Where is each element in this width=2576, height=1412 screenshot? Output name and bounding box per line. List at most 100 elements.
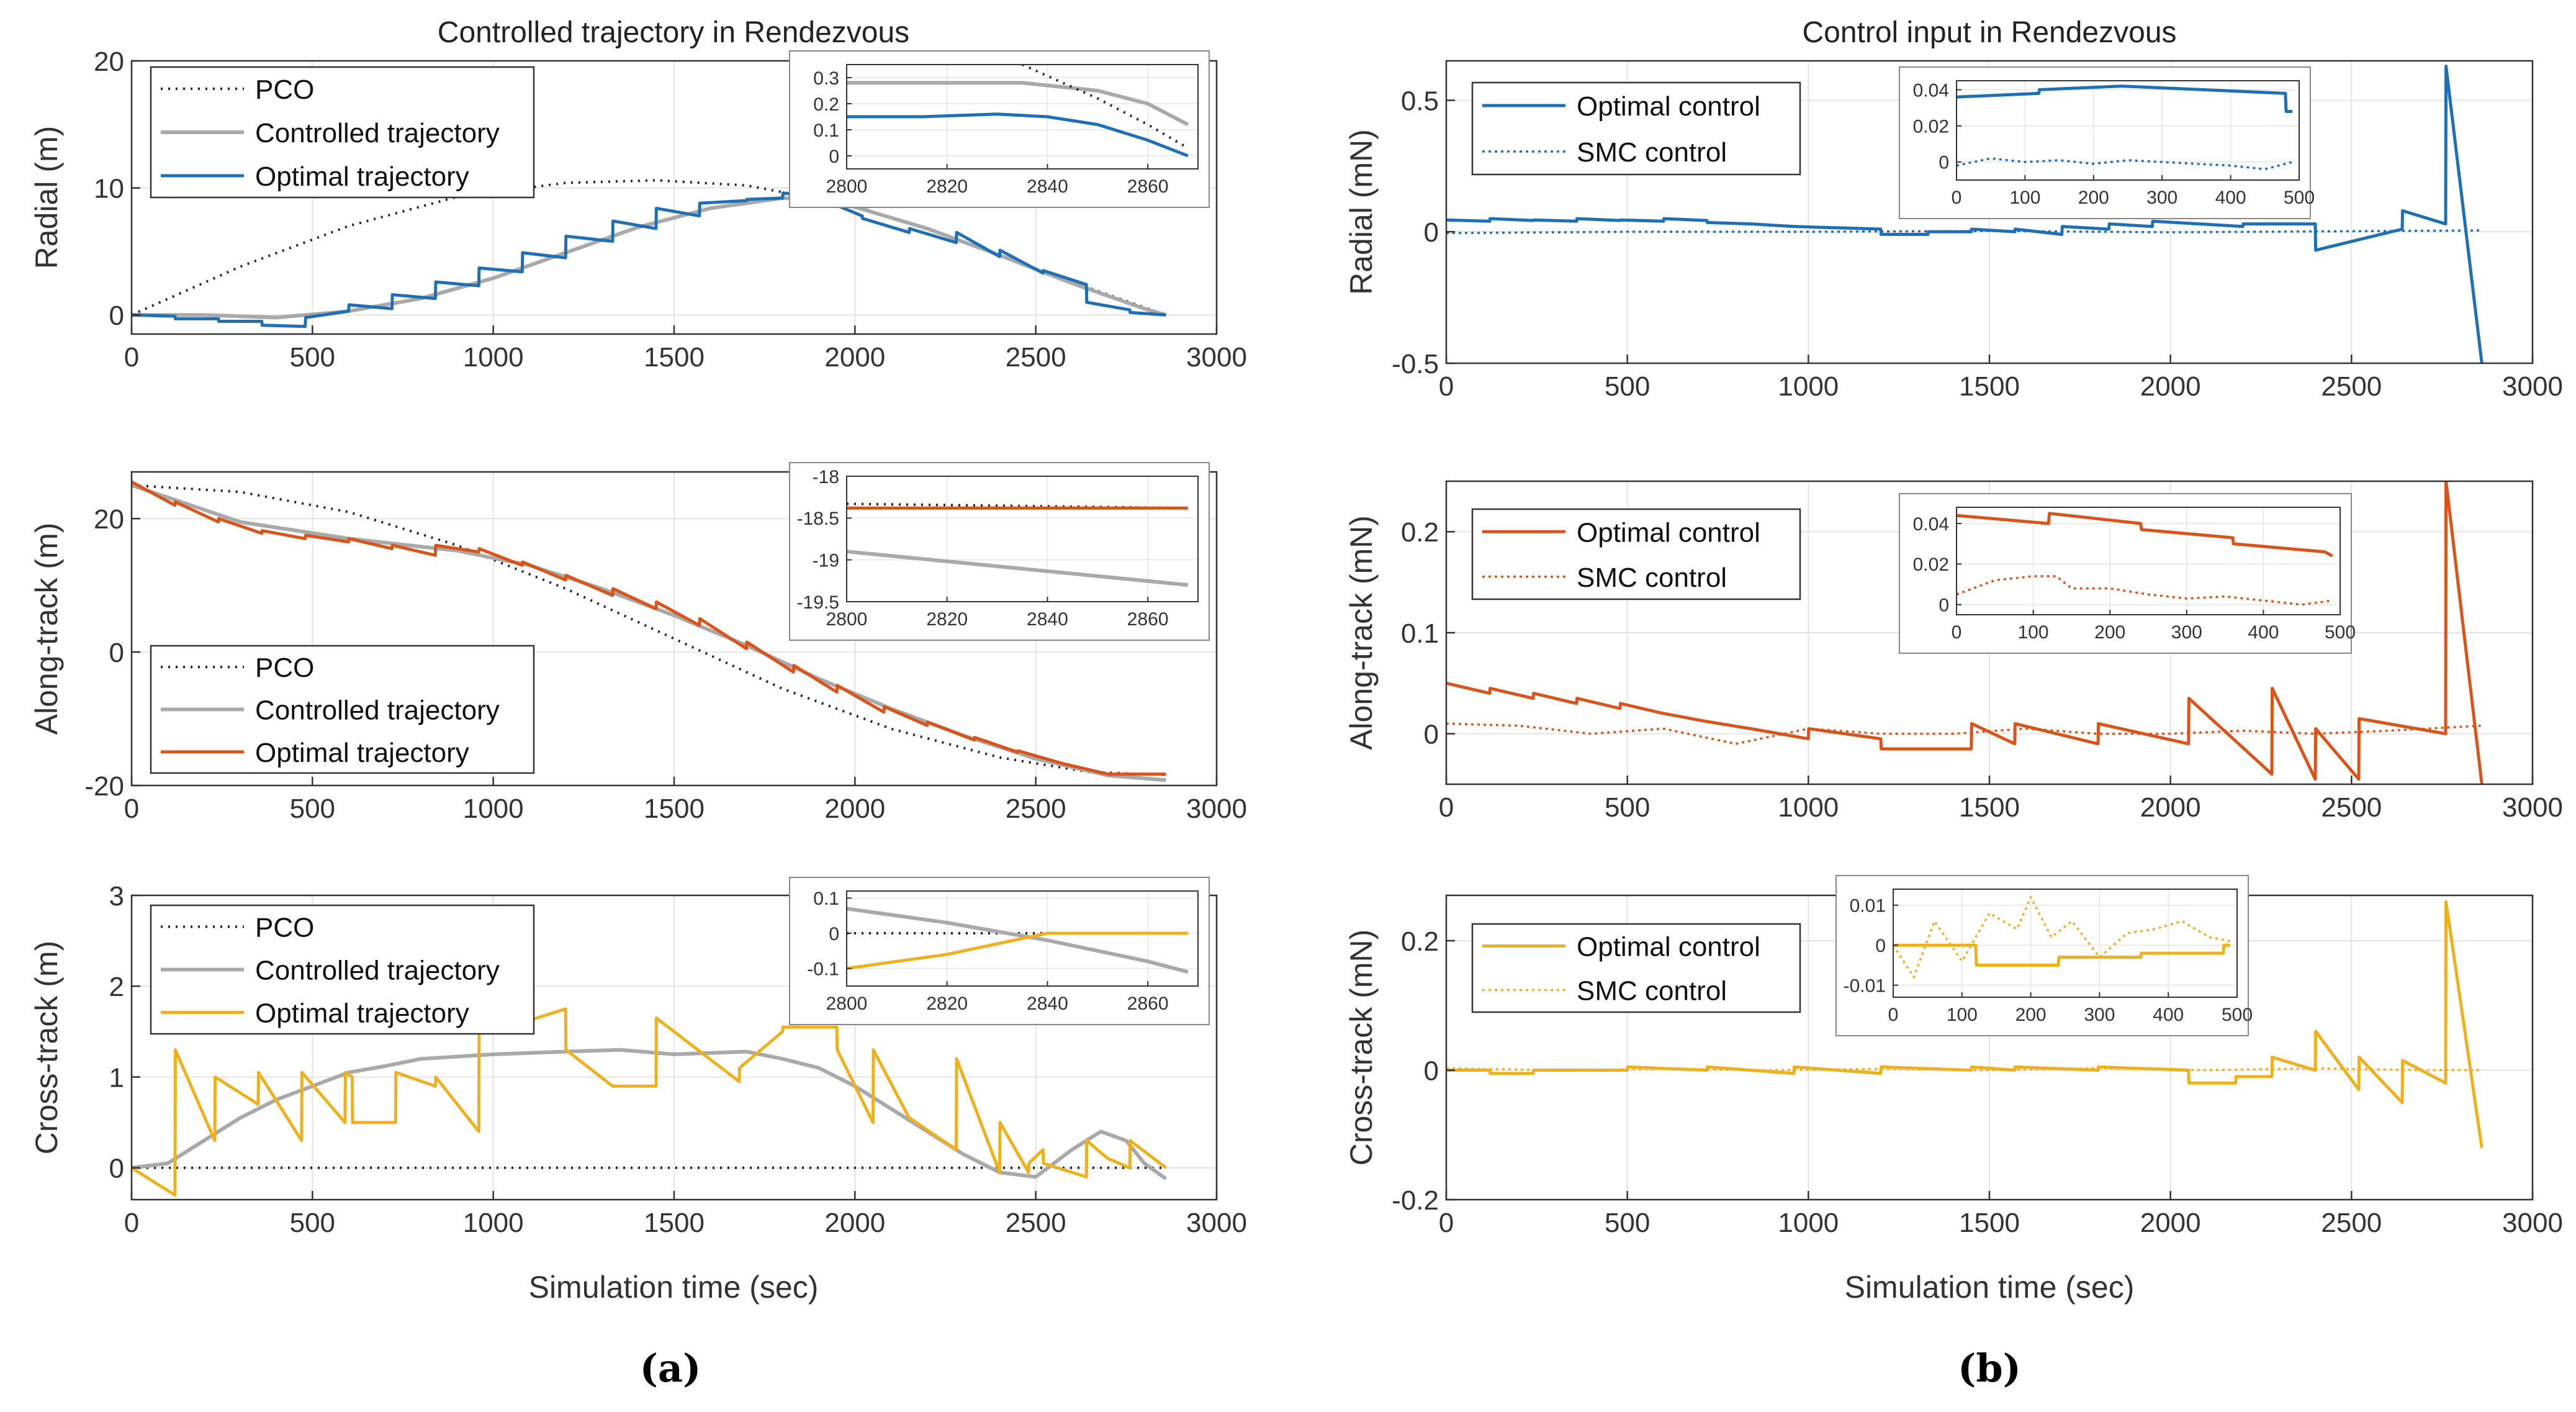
right-along-xtick-label-4: 2000 [2140, 792, 2201, 823]
right-along-xtick-label-1: 500 [1605, 792, 1650, 823]
left-along-ytick-label-0: -20 [84, 771, 124, 802]
left-along-xtick-label-1: 500 [290, 794, 335, 824]
caption-a: (a) [640, 1346, 701, 1391]
right-along-xtick-label-0: 0 [1439, 792, 1454, 823]
right-cross-xtick-label-5: 2500 [2321, 1208, 2382, 1238]
right-along-legend-label-1: SMC control [1577, 563, 1727, 593]
left-along-xtick-label-0: 0 [124, 794, 139, 824]
left-along-inset-frame [846, 476, 1199, 602]
left-radial-legend-label-0: PCO [255, 75, 314, 105]
left-along-inset-ytick-label-1: -19 [813, 550, 839, 571]
right-radial-inset-ytick-label-0: 0 [1939, 153, 1949, 173]
right-along-xtick-label-6: 3000 [2502, 792, 2563, 823]
right-cross-inset-series-yellow-0 [1893, 943, 2230, 967]
right-cross-series-optimal-control-0 [1446, 900, 2484, 1148]
right-radial-xtick-label-1: 500 [1605, 371, 1650, 402]
right-along-inset-xtick-label-2: 200 [2094, 622, 2125, 643]
right-radial-inset-frame [1956, 80, 2300, 181]
left-along-legend-label-1: Controlled trajectory [255, 695, 500, 726]
right-along-ytick-label-1: 0.1 [1401, 618, 1439, 649]
right-cross-inset-xtick-label-0: 0 [1888, 1005, 1899, 1025]
left-cross-inset-xtick-label-0: 2800 [826, 993, 868, 1014]
left-along-xtick-label-3: 1500 [644, 794, 705, 824]
left-along-ytick-label-2: 20 [94, 504, 124, 535]
left-along-inset-plot-area [847, 476, 1198, 602]
right-radial-xtick-label-4: 2000 [2140, 371, 2201, 402]
right-along-inset-xtick-label-4: 400 [2248, 622, 2279, 643]
left-along-inset-xtick-label-3: 2860 [1127, 609, 1169, 630]
right-cross-legend-label-0: Optimal control [1577, 932, 1760, 962]
right-radial-legend-label-1: SMC control [1577, 137, 1727, 168]
right-radial-xtick-label-5: 2500 [2321, 371, 2382, 402]
right-cross-ylabel: Cross-track (mN) [1344, 930, 1379, 1166]
left-along-inset-ytick-label-2: -18.5 [797, 509, 839, 529]
left-along-inset-ytick-label-0: -19.5 [797, 592, 839, 613]
right-along-inset-xtick-label-3: 300 [2171, 622, 2202, 643]
left-along-series-pco-0 [132, 484, 1166, 776]
left-cross-chart: 0 500 1000 1500 2000 2500 3000 0 1 2 3 Cross-track … [29, 877, 1247, 1238]
left-cross-inset-ytick-label-2: 0.1 [813, 889, 839, 909]
right-radial-ytick-label-0: -0.5 [1392, 349, 1439, 379]
left-radial-inset-series-gray-0 [847, 81, 1189, 127]
right-cross-xtick-label-0: 0 [1439, 1208, 1454, 1238]
right-along-inset-ytick-label-1: 0.02 [1913, 554, 1949, 575]
left-radial-legend-label-2: Optimal trajectory [255, 161, 469, 192]
left-along-xtick-label-6: 3000 [1186, 794, 1247, 824]
right-cross-ytick-label-0: -0.2 [1392, 1185, 1439, 1216]
left-along-series-optimal-trajectory-2 [132, 480, 1166, 776]
right-along-inset-xtick-label-0: 0 [1952, 622, 1962, 643]
right-radial-inset-xtick-label-3: 300 [2146, 188, 2177, 208]
left-cross-inset-ytick-label-0: -0.1 [807, 959, 839, 979]
left-cross-ytick-label-0: 0 [109, 1154, 124, 1184]
right-along-inset-series-orange-0 [1957, 512, 2333, 558]
right-cross-xtick-label-3: 1500 [1959, 1208, 2020, 1238]
right-radial-series-smc-control-1 [1446, 229, 2482, 235]
left-radial-xtick-label-3: 1500 [644, 342, 705, 373]
left-radial-inset-ytick-label-2: 0.2 [813, 94, 839, 115]
left-radial-inset-xtick-label-0: 2800 [826, 176, 868, 197]
right-radial-legend [1471, 81, 1801, 176]
right-radial-inset-series-blue-0 [1957, 84, 2292, 113]
left-radial-inset-xtick-label-2: 2840 [1027, 176, 1068, 197]
right-along-series-smc-control-1 [1446, 722, 2482, 745]
left-along-xtick-label-4: 2000 [824, 794, 885, 824]
right-cross-series-smc-control-1 [1446, 1067, 2482, 1072]
left-radial-xtick-label-1: 500 [290, 342, 335, 373]
right-cross-ytick-label-2: 0.2 [1401, 926, 1439, 957]
right-radial-inset-xtick-label-1: 100 [2009, 188, 2040, 208]
right-cross-inset-xtick-label-2: 200 [2015, 1005, 2047, 1025]
left-cross-series-controlled-trajectory-1 [132, 1048, 1168, 1180]
left-radial-ylabel: Radial (m) [29, 126, 64, 269]
right-xlabel: Simulation time (sec) [1845, 1270, 2135, 1305]
left-radial-series-optimal-trajectory-2 [132, 191, 1166, 328]
left-panel-title: Controlled trajectory in Rendezvous [438, 16, 909, 49]
left-cross-series-optimal-trajectory-2 [132, 1007, 1167, 1197]
left-cross-xtick-label-5: 2500 [1006, 1208, 1066, 1238]
left-radial-inset-xtick-label-3: 2860 [1127, 176, 1169, 197]
right-cross-inset-xtick-label-4: 400 [2153, 1005, 2184, 1025]
right-radial-inset-xtick-label-4: 400 [2215, 188, 2246, 208]
left-radial-xtick-label-5: 2500 [1006, 342, 1066, 373]
right-cross-xtick-label-4: 2000 [2140, 1208, 2201, 1238]
right-radial-xtick-label-6: 3000 [2502, 371, 2563, 402]
left-cross-ylabel: Cross-track (m) [29, 941, 64, 1154]
left-radial-legend-label-1: Controlled trajectory [255, 118, 500, 148]
left-along-xtick-label-2: 1000 [463, 794, 524, 824]
left-cross-inset-xtick-label-1: 2820 [926, 993, 968, 1014]
right-cross-inset-frame [1893, 889, 2238, 998]
left-cross-xtick-label-0: 0 [124, 1208, 139, 1238]
left-radial-xtick-label-0: 0 [124, 342, 139, 373]
left-radial-chart: 0 500 1000 1500 2000 2500 3000 0 10 20 Radial (m) P… [29, 47, 1247, 373]
right-along-inset-xtick-label-5: 500 [2325, 622, 2356, 643]
left-cross-legend-label-1: Controlled trajectory [255, 956, 500, 986]
left-along-inset-xtick-label-1: 2820 [926, 609, 968, 630]
left-radial-ytick-label-0: 0 [109, 301, 124, 331]
right-along-inset-plot-area [1957, 507, 2340, 615]
right-along-inset-frame [1956, 507, 2341, 615]
right-cross-chart: 0 500 1000 1500 2000 2500 3000-0.200.2Cross-tr… [1344, 875, 2563, 1238]
right-cross-inset-ytick-label-2: 0.01 [1850, 896, 1886, 916]
left-cross-inset-series-yellow-2 [847, 931, 1188, 971]
left-cross-xtick-label-2: 1000 [463, 1208, 524, 1238]
